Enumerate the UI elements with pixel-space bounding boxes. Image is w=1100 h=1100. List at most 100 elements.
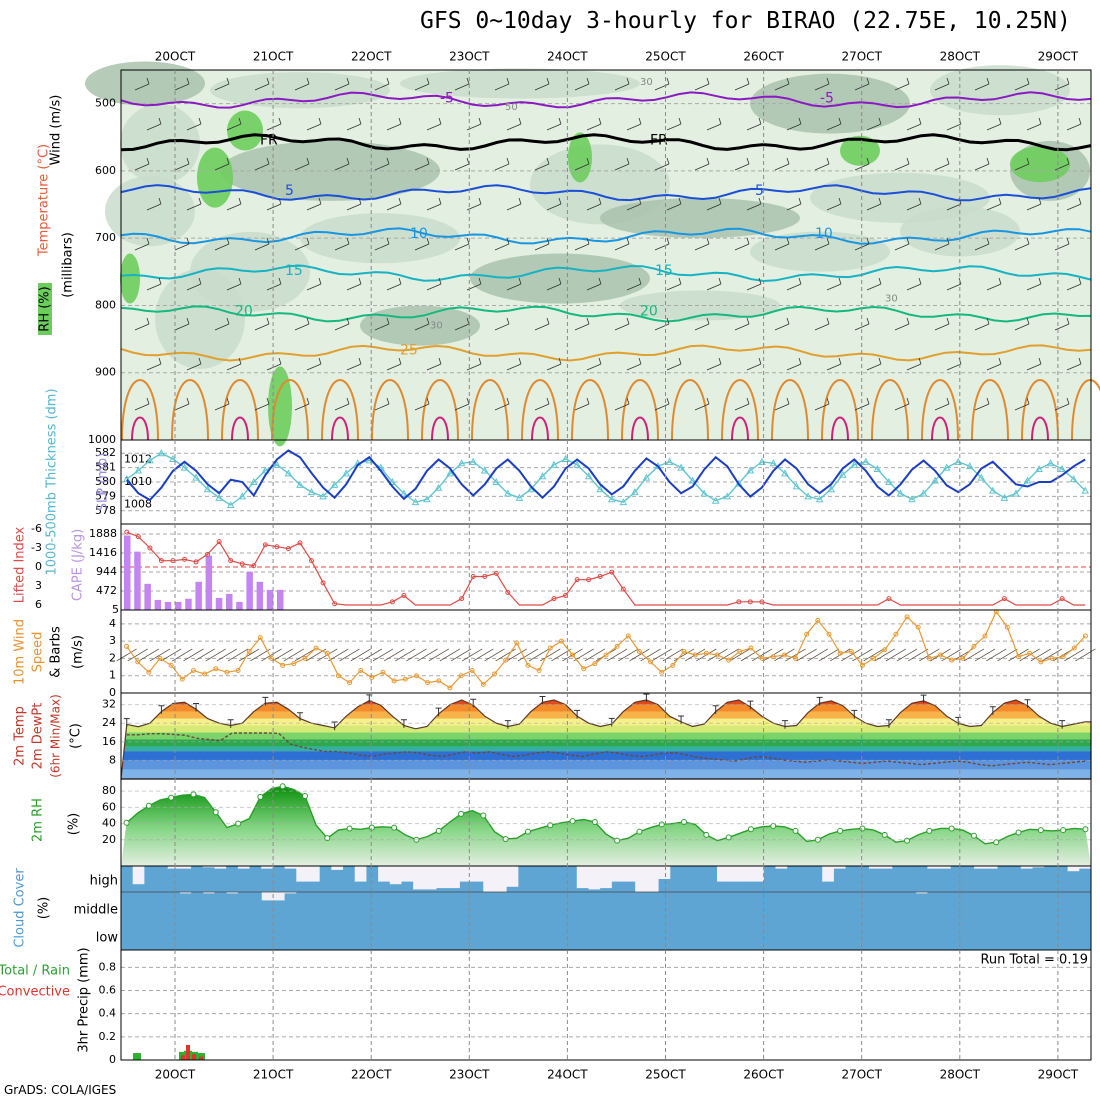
thickness-point [319,492,327,500]
wind-barb [428,648,449,662]
chart-title: GFS 0~10day 3-hourly for BIRAO (22.75E, … [420,8,1071,34]
wind-barb [774,237,790,251]
temp-tick-8: 8 [109,753,116,766]
temperature-line [120,699,1092,780]
wind-barb [614,317,630,331]
wind-barb [534,317,550,331]
thickness-tick-578: 578 [95,504,116,517]
wind-barb [186,277,202,291]
thickness-point [469,457,478,465]
wind-barb [306,117,322,131]
cloud-high-gap [471,866,484,883]
wind-barb [346,197,362,211]
bottom-axis-tick-24OCT: 24OCT [547,1068,588,1082]
cloud-high-gap [833,866,847,870]
thickness-point [180,463,189,471]
temperature-minmax-bar [643,693,650,703]
wind-barb [586,357,602,371]
cloud-high-gap [237,866,251,870]
temperature-minmax-bar [989,706,996,715]
cloud-middle-bar [985,892,999,920]
isotherm-35-loop [531,416,549,441]
wind-barb [546,357,562,371]
cloud-high-gap [436,866,449,889]
wind-speed-point [425,680,431,686]
wind-speed-point [960,655,966,661]
wind-barb [740,648,762,662]
wind-barb [172,648,193,662]
wind-barb [614,237,630,251]
rh-moist-area [840,135,880,166]
cloud-middle-bar [600,892,613,920]
thickness-point [815,495,824,503]
wind-speed-point [124,643,130,649]
wind-barb [796,648,817,662]
cloud-middle-bar [226,893,239,920]
cloud-middle-bar [728,892,741,920]
wind-barb [149,648,171,662]
cloud-middle-bar [448,892,461,920]
cloud-high-bar [424,889,438,892]
wind-speed-point [603,652,609,658]
wind-barb [574,237,590,251]
rh-point [391,824,398,831]
wind-speed-point [447,685,453,691]
thickness-point [804,492,812,500]
wind-speed-point [837,650,843,656]
wind-barb [372,648,394,662]
li-point [886,596,892,602]
wind-barb [339,648,360,662]
cloud-label-middle: middle [74,903,118,918]
isotherm-35-loop [831,416,849,441]
thickness-point [538,472,547,480]
wind-barb [974,648,996,662]
cloud-high-bar [681,866,695,892]
wind-barb [626,197,642,211]
cloud-high-gap [413,866,426,890]
wind-barb [439,648,461,662]
li-point [609,569,615,575]
wind-barb [346,277,362,291]
cloud-middle-bar [857,892,870,920]
dewpoint-line [126,732,1086,767]
li-point [124,529,130,535]
thickness-point [550,460,558,468]
cloud-high-gap [354,866,367,883]
rh-tick-80: 80 [102,784,116,797]
rh-contour-label: 50 [505,102,518,113]
thickness-point [607,495,616,503]
wind-barb [934,77,950,91]
cloud-middle-bar [775,892,788,920]
cloud-middle-bar [974,892,987,920]
cloud-middle-bar [202,893,215,920]
wind-speed-point [224,669,230,675]
slp-tick-1012: 1012 [124,453,152,466]
rh-point [993,839,1000,846]
wind-barb [1014,77,1030,91]
cloud-middle-bar [471,892,484,920]
thickness-tick-580: 580 [95,475,116,488]
thickness-point [203,485,212,493]
wind-speed-point [670,662,676,668]
wind-speed-point [213,666,219,672]
li-point [459,596,465,602]
cloud-high-bar [822,881,835,892]
wind-speed-point [926,655,932,661]
wind-speed-point [202,671,208,677]
wind-barb [473,648,494,662]
ylabel-cloud-unit: (%) [37,897,52,920]
wind-barb [746,277,762,291]
cloud-middle-bar [915,893,928,920]
cloud-high-bar [237,868,251,892]
cloud-middle-bar [787,892,800,920]
cloud-high-bar [611,881,625,892]
cloud-high-bar [927,868,940,892]
wind-barb [174,77,190,91]
cloud-high-gap [448,866,461,889]
isotherm-30-loop [821,379,859,441]
wind-barb [534,237,550,251]
cloud-high-gap [635,866,648,893]
cloud-high-bar [343,866,356,892]
wind-barb [1066,357,1082,371]
thickness-point [457,459,466,467]
